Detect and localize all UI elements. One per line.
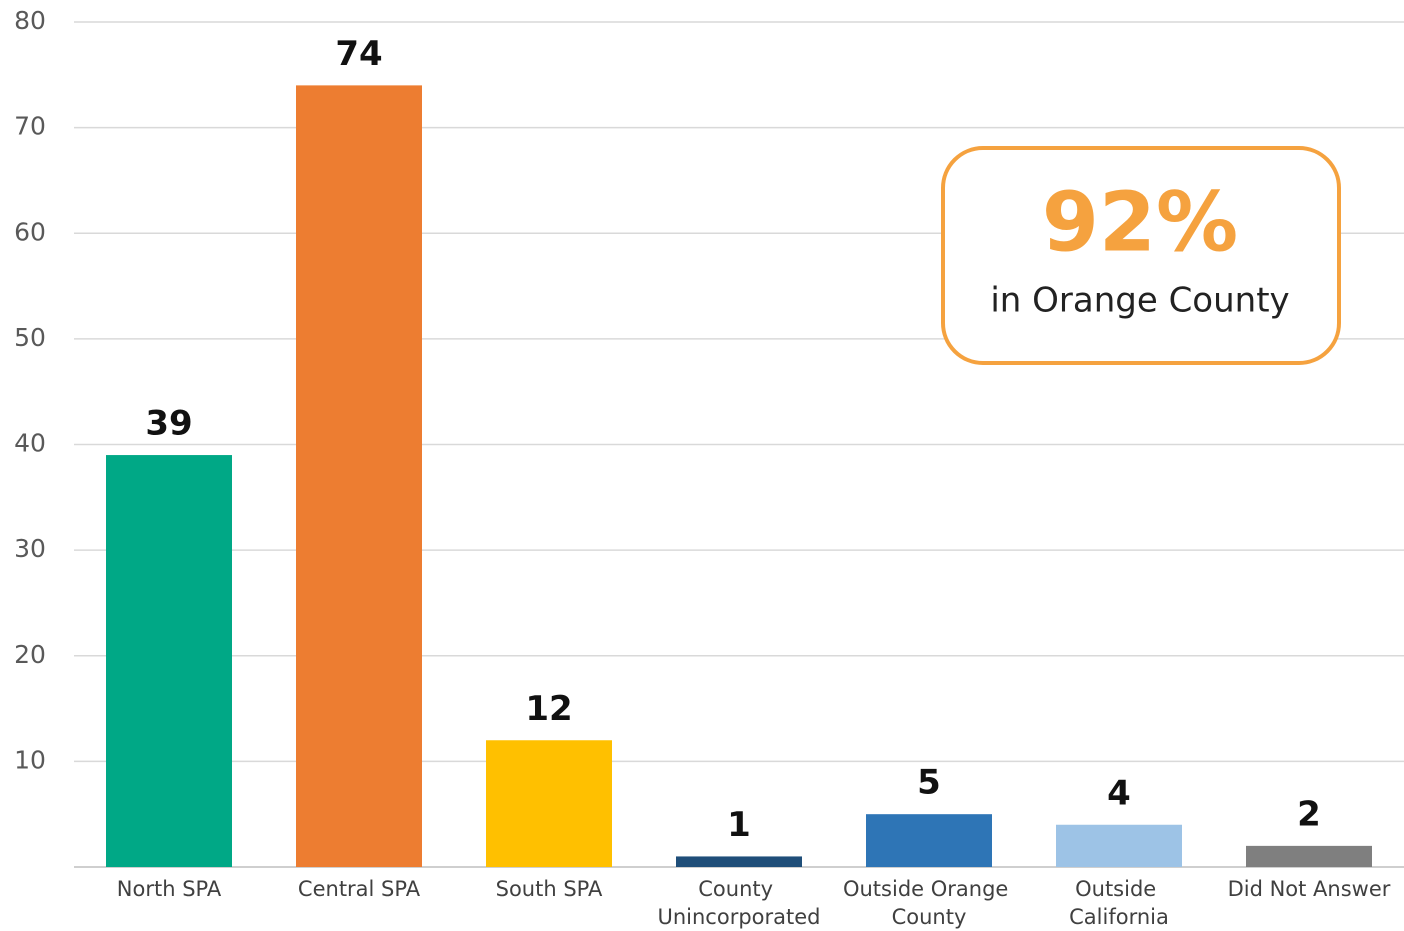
annotation-text: in Orange County <box>990 281 1289 321</box>
y-tick-label: 80 <box>14 6 46 35</box>
x-tick-label: South SPA <box>496 877 603 901</box>
data-label: 2 <box>1297 794 1321 834</box>
annotation-box <box>941 146 1341 365</box>
bar <box>1246 845 1372 867</box>
x-tick-label: County Unincorporated <box>657 877 820 929</box>
y-tick-label: 40 <box>14 429 46 458</box>
data-label: 4 <box>1107 773 1131 813</box>
bar <box>106 455 232 867</box>
bar <box>486 740 612 867</box>
data-label: 5 <box>917 763 941 803</box>
y-tick-label: 60 <box>14 217 46 246</box>
x-tick-label: Did Not Answer <box>1228 877 1391 901</box>
data-label: 1 <box>727 805 751 845</box>
bar <box>866 814 992 867</box>
x-tick-label: Outside Orange County <box>843 877 1015 929</box>
y-tick-label: 50 <box>14 323 46 352</box>
y-tick-label: 20 <box>14 640 46 669</box>
x-tick-label: Outside California <box>1069 877 1169 929</box>
bar <box>296 85 422 867</box>
x-tick-label: Central SPA <box>298 877 421 901</box>
y-tick-label: 30 <box>14 534 46 563</box>
data-label: 39 <box>145 404 192 444</box>
bar <box>676 856 802 867</box>
annotation-percent: 92% <box>1042 175 1238 270</box>
data-label: 74 <box>335 34 382 74</box>
x-tick-label: North SPA <box>117 877 222 901</box>
y-tick-label: 10 <box>14 745 46 774</box>
data-label: 12 <box>525 689 572 729</box>
bar <box>1056 824 1182 867</box>
y-tick-label: 70 <box>14 112 46 141</box>
